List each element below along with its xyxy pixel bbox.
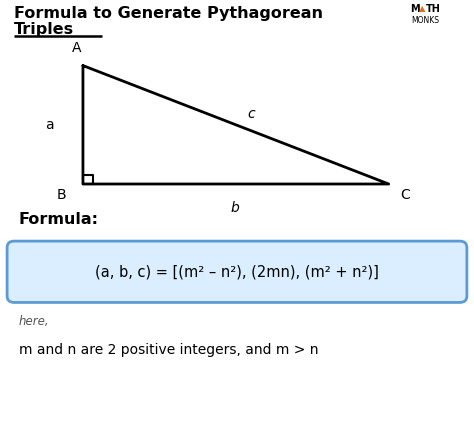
Text: a: a [46,118,54,132]
Text: TH: TH [426,4,440,14]
Text: here,: here, [19,315,50,328]
Text: MONKS: MONKS [411,16,439,25]
Text: A: A [72,41,82,55]
Text: m and n are 2 positive integers, and m > n: m and n are 2 positive integers, and m >… [19,343,319,357]
Text: C: C [401,188,410,202]
Text: B: B [57,188,66,202]
Text: b: b [230,201,239,215]
FancyBboxPatch shape [7,241,467,302]
Text: c: c [247,107,255,121]
Text: (a, b, c) = [(m² – n²), (2mn), (m² + n²)]: (a, b, c) = [(m² – n²), (2mn), (m² + n²)… [95,264,379,279]
Text: ▲: ▲ [419,4,426,13]
Text: Formula to Generate Pythagorean: Formula to Generate Pythagorean [14,6,323,21]
Text: Formula:: Formula: [19,212,99,226]
Text: Triples: Triples [14,22,74,37]
Text: M: M [410,4,419,14]
